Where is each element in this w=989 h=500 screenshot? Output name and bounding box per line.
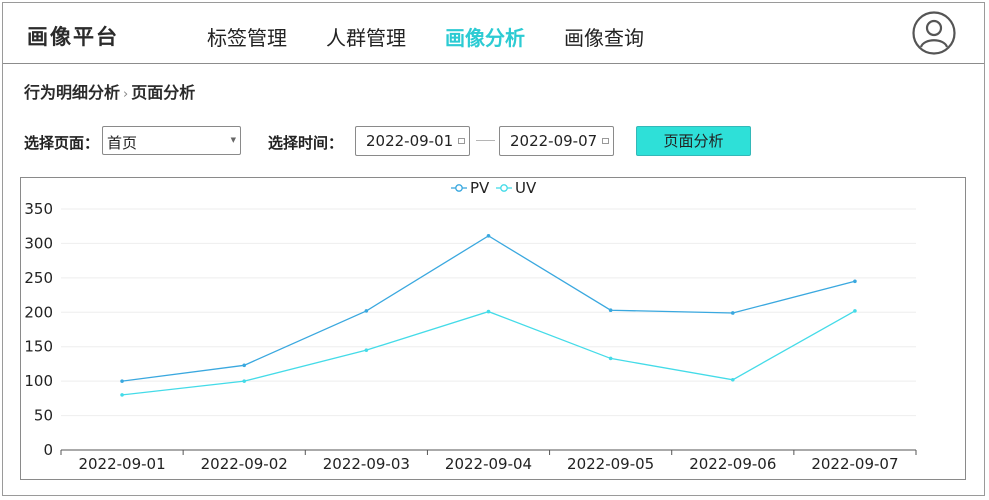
page-select-label: 选择页面： <box>24 134 100 152</box>
legend-label-pv[interactable]: PV <box>470 179 490 197</box>
data-point-uv[interactable] <box>364 348 369 352</box>
y-tick-label: 150 <box>24 338 53 356</box>
y-tick-label: 300 <box>24 234 53 252</box>
x-tick-label: 2022-09-04 <box>445 455 532 473</box>
series-line-pv <box>121 235 856 382</box>
breadcrumb: 行为明细分析 › 页面分析 <box>24 79 195 103</box>
nav-profile-analysis[interactable]: 画像分析 <box>445 26 525 50</box>
app-logo: 画像平台 <box>27 25 119 49</box>
data-point-pv[interactable] <box>242 363 247 368</box>
data-point-uv[interactable] <box>486 309 491 314</box>
data-point-pv[interactable] <box>853 279 857 284</box>
data-point-pv[interactable] <box>120 379 124 383</box>
chart-container: 0 50 100 150 200 250 300 350 2022-09-01 2022-09-0… <box>20 177 966 480</box>
x-tick-label: 2022-09-06 <box>689 455 776 473</box>
data-point-uv[interactable] <box>120 393 124 397</box>
series-line-uv <box>121 310 856 396</box>
y-tick-label: 350 <box>24 200 53 218</box>
legend-marker-uv <box>500 184 508 192</box>
data-point-pv[interactable] <box>364 309 369 313</box>
x-tick-label: 2022-09-01 <box>78 455 165 473</box>
line-chart: 0 50 100 150 200 250 300 350 2022-09-01 2022-09-0… <box>24 179 917 473</box>
user-circle-icon[interactable] <box>912 11 956 55</box>
breadcrumb-separator: › <box>123 87 129 102</box>
time-select-label: 选择时间： <box>268 134 344 152</box>
x-tick-label: 2022-09-02 <box>201 455 288 473</box>
page-select-value: 首页 <box>107 134 138 152</box>
legend-marker-pv <box>455 184 463 192</box>
chevron-down-icon: ▼ <box>230 136 236 144</box>
top-navigation-bar: 画像平台 标签管理 人群管理 画像分析 画像查询 <box>3 3 984 64</box>
breadcrumb-current: 页面分析 <box>131 83 196 102</box>
data-point-uv[interactable] <box>853 309 857 313</box>
nav-profile-query[interactable]: 画像查询 <box>564 26 644 50</box>
x-tick-label: 2022-09-03 <box>323 455 410 473</box>
breadcrumb-parent[interactable]: 行为明细分析 <box>24 83 121 102</box>
page-select[interactable]: 首页 ▼ <box>102 126 241 155</box>
data-point-uv[interactable] <box>608 356 613 361</box>
end-date-value: 2022-09-07 <box>510 132 598 150</box>
y-tick-label: 250 <box>24 269 53 287</box>
nav-crowd-management[interactable]: 人群管理 <box>326 26 406 50</box>
data-point-uv[interactable] <box>242 379 247 383</box>
legend-label-uv[interactable]: UV <box>515 179 537 197</box>
nav-tag-management[interactable]: 标签管理 <box>207 26 287 50</box>
data-point-pv[interactable] <box>608 308 613 313</box>
calendar-icon <box>602 138 609 144</box>
date-range-separator <box>476 140 495 141</box>
data-point-pv[interactable] <box>486 234 491 238</box>
data-point-uv[interactable] <box>730 377 735 382</box>
start-date-value: 2022-09-01 <box>366 132 454 150</box>
y-tick-label: 0 <box>43 441 53 459</box>
calendar-icon <box>458 138 465 144</box>
x-tick-label: 2022-09-07 <box>811 455 898 473</box>
data-point-pv[interactable] <box>730 311 735 315</box>
y-tick-label: 50 <box>34 407 53 425</box>
start-date-input[interactable]: 2022-09-01 <box>355 126 470 156</box>
page-analysis-button[interactable]: 页面分析 <box>636 126 751 156</box>
y-tick-label: 100 <box>24 372 53 390</box>
y-tick-label: 200 <box>24 303 53 321</box>
end-date-input[interactable]: 2022-09-07 <box>499 126 614 156</box>
x-tick-label: 2022-09-05 <box>567 455 654 473</box>
